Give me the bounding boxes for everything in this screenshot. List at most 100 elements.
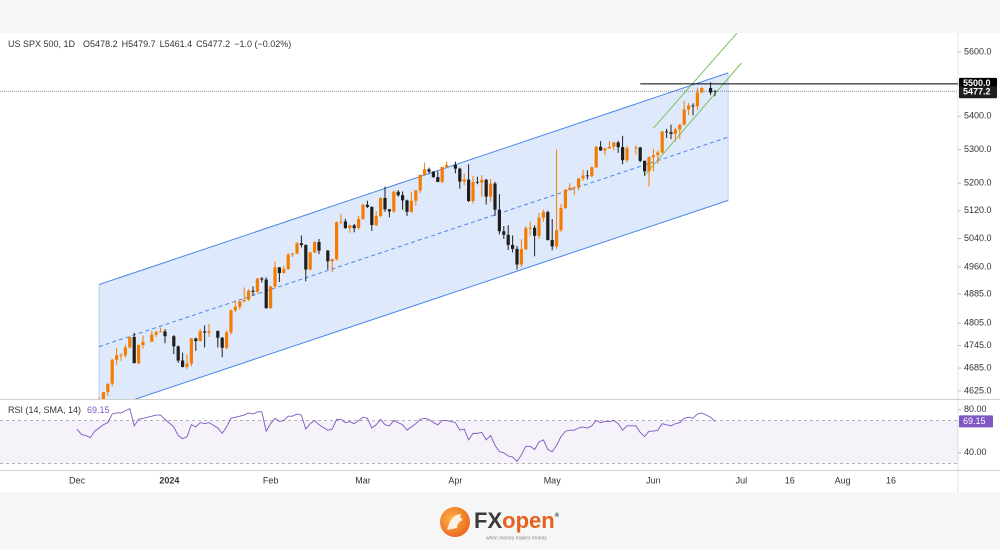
candle-body bbox=[709, 88, 713, 93]
candle-body bbox=[137, 345, 141, 364]
candle-body bbox=[123, 347, 127, 356]
candle-body bbox=[427, 169, 431, 172]
candle-body bbox=[603, 148, 607, 151]
candle-body bbox=[607, 146, 611, 149]
candle-body bbox=[440, 166, 444, 182]
ohlc-change: −1.0 (−0.02%) bbox=[234, 39, 291, 49]
candle-body bbox=[475, 181, 479, 183]
candle-body bbox=[678, 124, 682, 130]
rsi-legend: RSI (14, SMA, 14) 69.15 bbox=[8, 405, 110, 415]
channel-lower-line bbox=[134, 199, 729, 399]
candle-body bbox=[286, 254, 290, 270]
x-tick-label: 16 bbox=[886, 475, 896, 485]
candle-body bbox=[185, 363, 189, 367]
candle-body bbox=[480, 179, 484, 183]
x-tick-label: Mar bbox=[355, 475, 371, 485]
candle-body bbox=[242, 299, 246, 302]
candle-body bbox=[106, 383, 110, 393]
candle-body bbox=[295, 243, 299, 254]
axes: 5600.0 5400.0 5300.0 5200.0 5120.0 5040.0 4960… bbox=[69, 46, 997, 485]
candle-body bbox=[528, 227, 532, 229]
candle-body bbox=[537, 217, 541, 236]
brand-registered: ® bbox=[555, 512, 560, 519]
candle-body bbox=[695, 92, 699, 107]
logo-tagline: when money makes money bbox=[486, 535, 547, 541]
ohlc-open: O5478.2 bbox=[83, 39, 118, 49]
candle-body bbox=[335, 222, 339, 260]
x-tick-label: 2024 bbox=[159, 475, 179, 485]
candle-body bbox=[348, 225, 352, 229]
last-price-box bbox=[959, 86, 997, 99]
candle-body bbox=[515, 248, 519, 265]
rsi-tick-label: 80.00 bbox=[964, 404, 987, 414]
candle-body bbox=[691, 105, 695, 107]
y-tick-label: 5300.0 bbox=[964, 144, 992, 154]
candle-body bbox=[467, 179, 471, 202]
x-tick-label: Apr bbox=[448, 475, 462, 485]
candle-body bbox=[379, 197, 383, 216]
candle-body bbox=[154, 332, 158, 335]
x-tick-label: Jun bbox=[646, 475, 661, 485]
candle-body bbox=[555, 230, 559, 247]
candle-body bbox=[612, 142, 616, 147]
candle-body bbox=[251, 290, 255, 292]
candle-body bbox=[493, 183, 497, 210]
candle-body bbox=[665, 131, 669, 133]
candle-body bbox=[431, 171, 435, 178]
candle-body bbox=[189, 338, 193, 364]
channel-edge bbox=[98, 72, 729, 399]
fxopen-logo: FXopen® when money makes money bbox=[440, 507, 560, 541]
candle-body bbox=[524, 228, 528, 250]
candle-body bbox=[511, 244, 515, 249]
y-tick-label: 5120.0 bbox=[964, 205, 992, 215]
candle-body bbox=[638, 147, 642, 161]
candle-body bbox=[656, 152, 660, 156]
ohlc-low: L5461.4 bbox=[160, 39, 193, 49]
logo-text: FXopen® bbox=[474, 508, 560, 533]
candle-body bbox=[687, 105, 691, 110]
candle-body bbox=[546, 212, 550, 241]
candle-body bbox=[343, 221, 347, 229]
candle-body bbox=[387, 209, 391, 212]
candle-body bbox=[330, 259, 334, 262]
brand-open: open bbox=[502, 508, 555, 533]
candle-body bbox=[541, 212, 545, 218]
candle-body bbox=[458, 168, 462, 182]
rsi-value: 69.15 bbox=[87, 405, 110, 415]
candle-body bbox=[365, 204, 369, 207]
candle-body bbox=[181, 360, 185, 367]
candle-body bbox=[172, 336, 176, 347]
candle-body bbox=[308, 252, 312, 270]
candle-body bbox=[203, 331, 207, 333]
candle-body bbox=[374, 215, 378, 225]
candle-body bbox=[643, 160, 647, 172]
y-tick-label: 4745.0 bbox=[964, 340, 992, 350]
rsi-value-label: 69.15 bbox=[963, 416, 986, 426]
candle-body bbox=[497, 209, 501, 232]
x-tick-label: Aug bbox=[835, 475, 851, 485]
candle-body bbox=[115, 355, 119, 360]
candle-body bbox=[559, 207, 563, 231]
candle-body bbox=[572, 187, 576, 189]
ohlc-close: C5477.2 bbox=[196, 39, 230, 49]
candle-body bbox=[132, 336, 136, 364]
candle-body bbox=[225, 332, 229, 348]
candle-body bbox=[141, 341, 145, 346]
y-tick-label: 4805.0 bbox=[964, 318, 992, 328]
candle-body bbox=[163, 331, 167, 337]
candle-body bbox=[713, 90, 717, 92]
candle-body bbox=[590, 167, 594, 177]
candle-body bbox=[625, 148, 629, 161]
candle-body bbox=[436, 177, 440, 182]
y-tick-label: 5400.0 bbox=[964, 111, 992, 121]
candle-body bbox=[233, 306, 237, 311]
candle-body bbox=[352, 225, 356, 229]
candle-body bbox=[599, 146, 603, 151]
x-tick-label: Feb bbox=[263, 475, 279, 485]
candle-body bbox=[484, 179, 488, 197]
candle-body bbox=[361, 204, 365, 220]
candle-body bbox=[409, 200, 413, 212]
candle-body bbox=[660, 131, 664, 153]
candle-body bbox=[110, 359, 114, 384]
